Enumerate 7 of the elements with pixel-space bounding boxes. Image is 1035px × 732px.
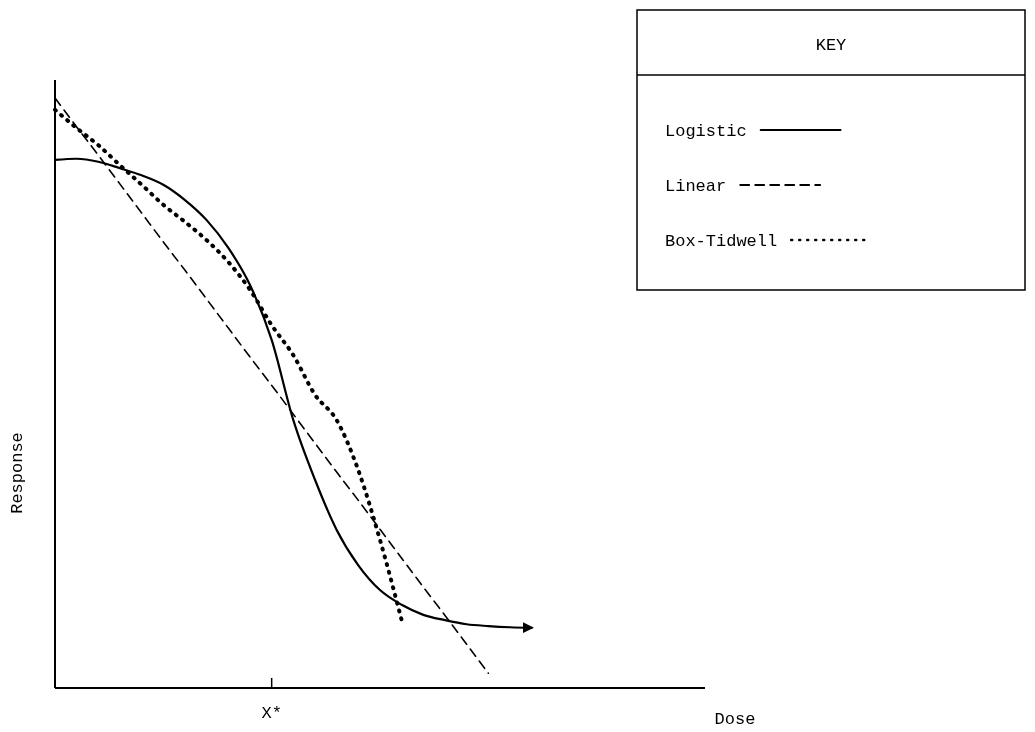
y-axis-title: Response: [8, 432, 27, 514]
text: X*: [261, 704, 282, 723]
legend-title: KEY: [815, 36, 847, 55]
legend-label: Logistic: [665, 122, 747, 141]
legend-label: Linear: [665, 177, 727, 196]
legend-label: Box-Tidwell: [665, 232, 778, 251]
x-axis-title: Dose: [714, 710, 756, 729]
